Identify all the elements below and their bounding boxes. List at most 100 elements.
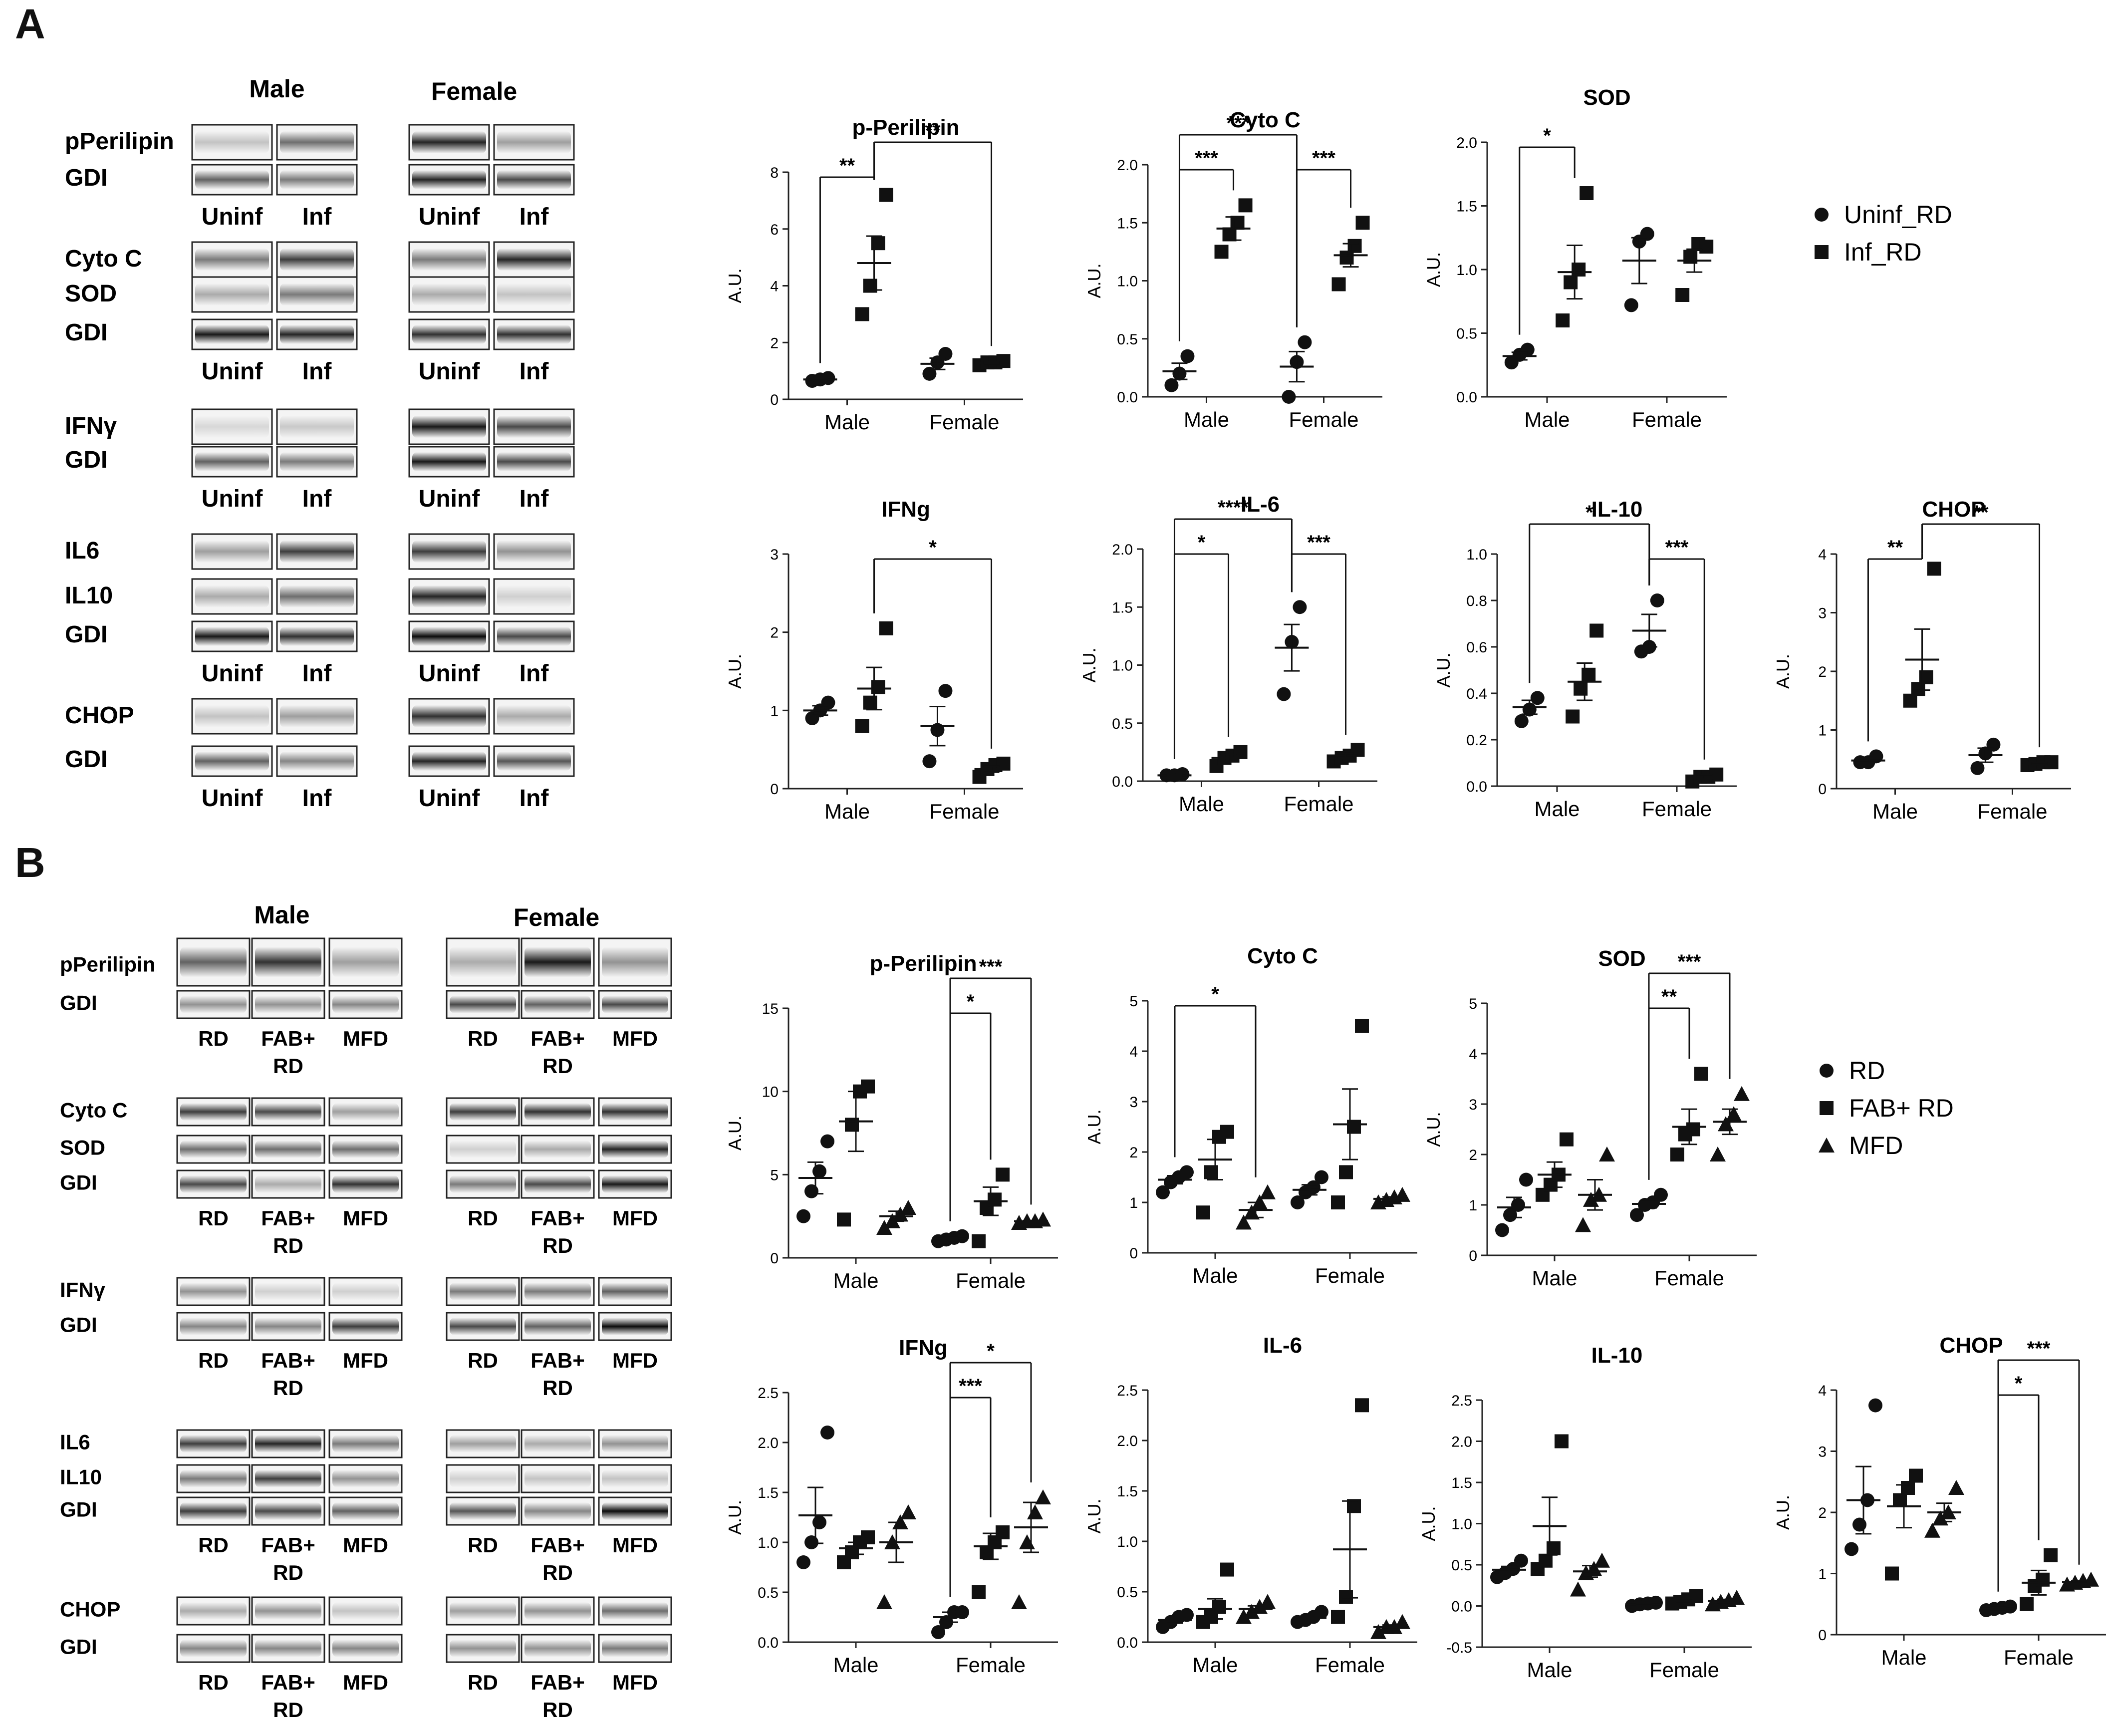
data-point [1820, 1101, 1834, 1115]
blot-band [497, 452, 571, 472]
blot-band [497, 283, 571, 306]
y-tick-label: 3 [1818, 1444, 1827, 1460]
data-point [1260, 1184, 1276, 1199]
blot-band [497, 540, 571, 563]
panel-label-b: B [15, 839, 45, 886]
data-point [1220, 1562, 1234, 1577]
legend-label: Inf_RD [1844, 238, 1922, 266]
blot-a-band [191, 698, 273, 735]
data-point [1180, 349, 1195, 363]
blot-band [255, 1602, 321, 1620]
y-tick-label: 2.0 [1117, 157, 1138, 174]
blot-band [332, 1103, 399, 1121]
data-point [1298, 335, 1312, 349]
significance-label: ** [925, 120, 941, 142]
blot-band [332, 1469, 399, 1488]
y-tick-label: 1.0 [1456, 262, 1477, 279]
blot-a-lane-label: Inf [302, 358, 332, 385]
data-point [1530, 691, 1545, 705]
blot-b-band [598, 1169, 672, 1199]
data-point [1331, 1195, 1345, 1209]
blot-b-band [598, 990, 672, 1019]
y-tick-label: 1.0 [1451, 1516, 1472, 1533]
chart-title: IFNg [899, 1336, 948, 1360]
data-point [1204, 1165, 1218, 1179]
blot-a-lane-label: Inf [520, 785, 549, 812]
y-tick-label: 3 [770, 547, 779, 563]
blot-b-row-label: GDI [60, 1313, 97, 1337]
blot-b-lane-sublabel: RD [542, 1054, 573, 1078]
data-point [1572, 263, 1586, 277]
data-point [1520, 342, 1535, 357]
blot-a-header-male: Male [249, 75, 304, 103]
y-tick-label: 0 [1818, 1627, 1827, 1644]
blot-b-lane-label: RD [198, 1671, 229, 1694]
blot-b-lane-label: FAB+ [530, 1533, 585, 1557]
x-category-label: Male [1527, 1658, 1572, 1682]
blot-b-lane-label: RD [468, 1027, 498, 1050]
data-point [837, 1212, 851, 1227]
blot-a-lane-label: Uninf [202, 785, 263, 812]
data-point [900, 1504, 916, 1519]
blot-b-band [251, 1496, 325, 1526]
blot-a-row-label: GDI [65, 746, 107, 773]
blot-b-lane-label: MFD [343, 1027, 388, 1050]
blot-b-band [521, 1097, 595, 1127]
data-point [812, 1164, 826, 1178]
blot-band [332, 1602, 399, 1620]
blot-band [255, 995, 321, 1014]
blot-a-band [276, 745, 358, 777]
data-point [1556, 313, 1570, 327]
y-tick-label: 2 [770, 625, 779, 641]
data-point [1844, 1542, 1858, 1556]
blot-a-band [276, 164, 358, 196]
y-tick-label: 0.0 [1466, 779, 1487, 795]
y-tick-label: 0 [770, 781, 779, 798]
blot-b-lane-label: FAB+ [261, 1027, 315, 1050]
blot-band [180, 1469, 247, 1488]
y-tick-label: 1 [770, 703, 779, 719]
data-point [1555, 1434, 1569, 1448]
blot-band [332, 1317, 399, 1336]
data-point [1233, 745, 1248, 759]
blot-b-band [328, 990, 403, 1019]
blot-b-row-label: IL10 [60, 1465, 102, 1489]
blot-band [525, 1140, 591, 1158]
y-tick-label: 5 [1129, 993, 1138, 1010]
blot-b-band [328, 1596, 403, 1626]
blot-a-row-label: IFNγ [65, 413, 117, 439]
data-point [931, 1625, 945, 1639]
data-point [972, 1234, 986, 1248]
blot-a-band [191, 578, 273, 615]
x-category-label: Male [1192, 1264, 1238, 1287]
blot-a-row-label: Cyto C [65, 246, 142, 272]
data-point [1574, 681, 1588, 696]
data-point [1339, 1165, 1353, 1179]
blot-a-lane-label: Uninf [419, 486, 481, 512]
x-category-label: Female [1284, 792, 1353, 816]
blot-b-band [521, 1277, 595, 1306]
blot-a-band [493, 318, 575, 350]
data-point [988, 1192, 1002, 1207]
data-point [996, 1167, 1010, 1182]
blot-band [412, 626, 486, 646]
y-tick-label: 1.5 [1117, 1483, 1138, 1500]
blot-b-lane-label: MFD [343, 1671, 388, 1694]
data-point [2044, 1548, 2058, 1562]
chart-a-cytoc: 0.0 0.5 1.0 1.5 2.0 Cyto C A.U. Male Female *** **… [1084, 108, 1382, 431]
data-point [796, 1209, 810, 1223]
blot-band [525, 1103, 591, 1121]
chart-b-cytoc: 0 1 2 3 4 5 Cyto C A.U. Male Female * [1084, 944, 1417, 1287]
blot-a-band [408, 446, 490, 478]
blot-band [602, 1639, 668, 1658]
blot-b-band [598, 1596, 672, 1626]
blot-b-band [328, 1169, 403, 1199]
blot-b-band [521, 937, 595, 987]
blot-a-lane-label: Inf [520, 486, 549, 512]
blot-band [332, 1282, 399, 1301]
blot-band [332, 947, 399, 977]
blot-a-row-label: SOD [65, 281, 117, 307]
blot-band [280, 751, 354, 771]
significance-label: *** [2027, 1338, 2051, 1360]
blot-band [602, 1140, 668, 1158]
